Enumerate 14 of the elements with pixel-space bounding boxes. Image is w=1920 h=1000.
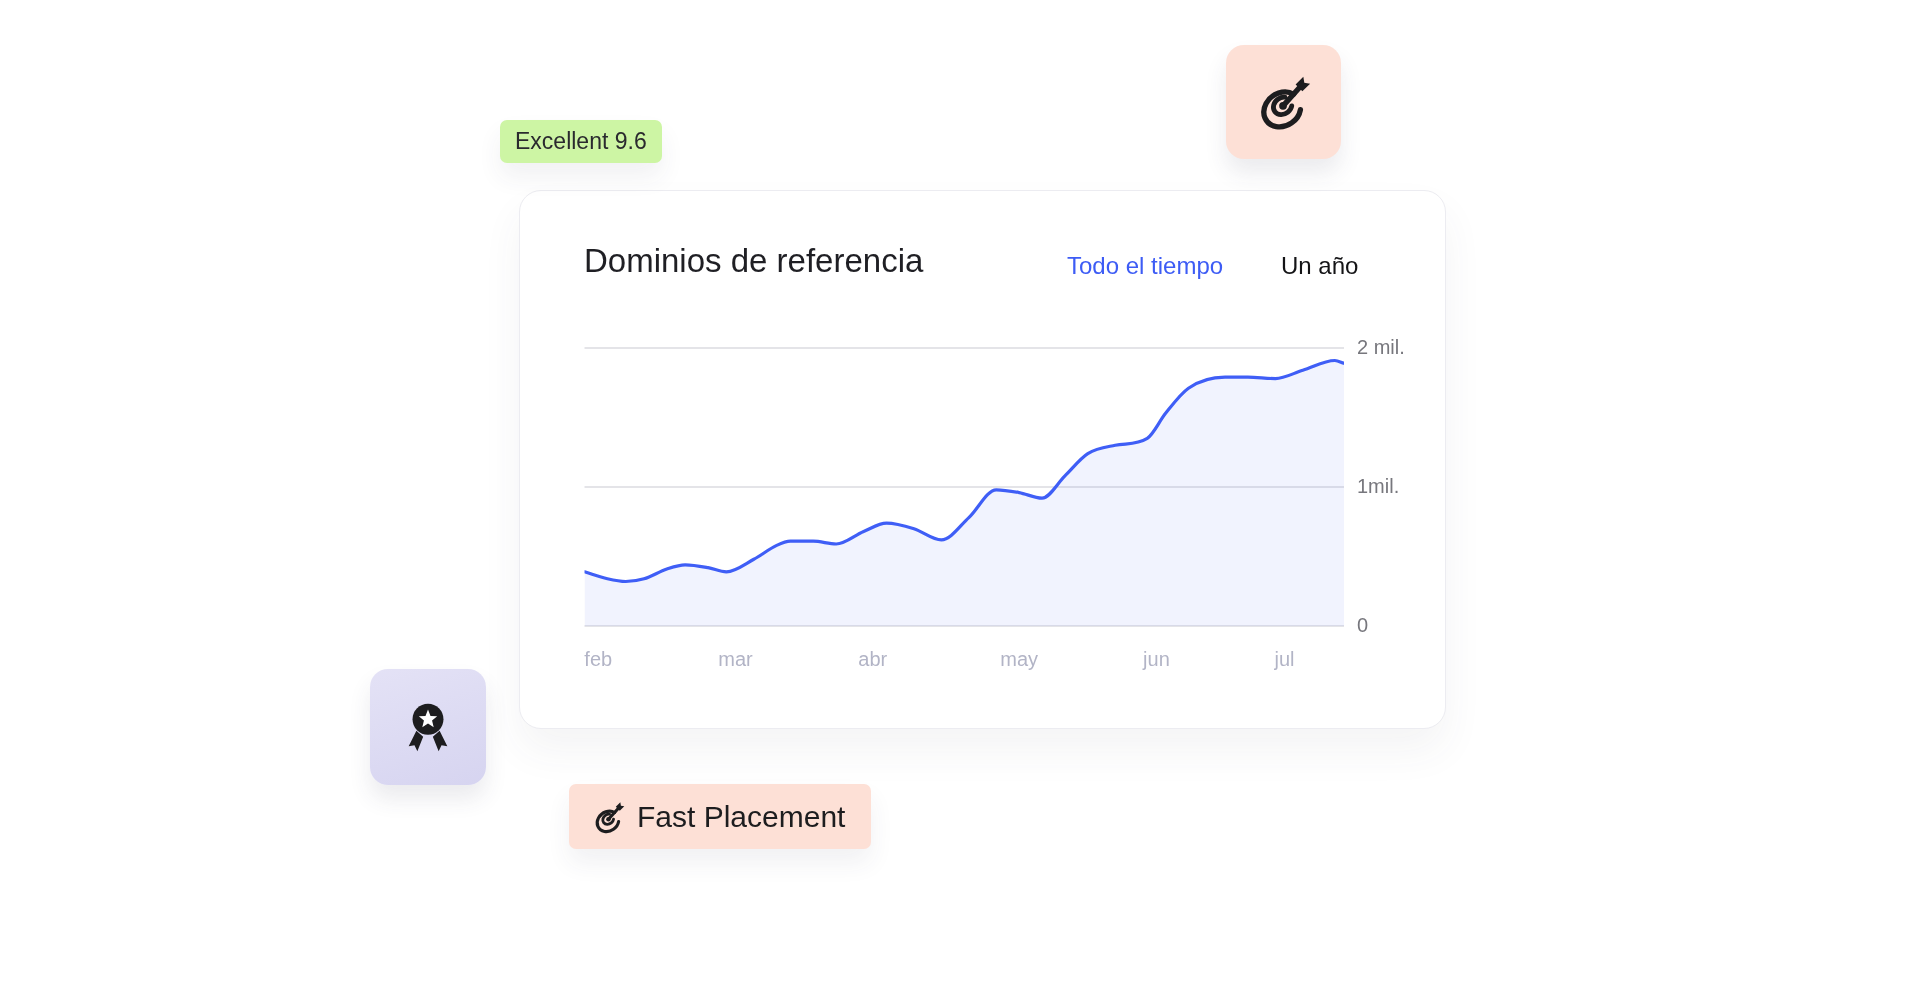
- x-tick-label: mar: [718, 647, 754, 670]
- text: Todo el tiempo: [1067, 251, 1224, 281]
- x-tick-label: may: [1000, 647, 1039, 670]
- x-tick-label: jun: [1142, 647, 1170, 670]
- text: Un año: [1281, 251, 1359, 281]
- chart-title: Dominios de referencia: [584, 241, 924, 281]
- x-tick-label: abr: [858, 647, 888, 670]
- badge: Excellent 9.6: [500, 120, 662, 163]
- y-tick-label: 2 mil.: [1357, 335, 1405, 358]
- y-tick-label: 1mil.: [1357, 474, 1400, 497]
- x-tick-label: jul: [1273, 647, 1295, 670]
- x-tick-label: feb: [584, 647, 613, 670]
- badge: Fast Placement: [569, 784, 872, 849]
- y-tick-label: 0: [1357, 613, 1369, 636]
